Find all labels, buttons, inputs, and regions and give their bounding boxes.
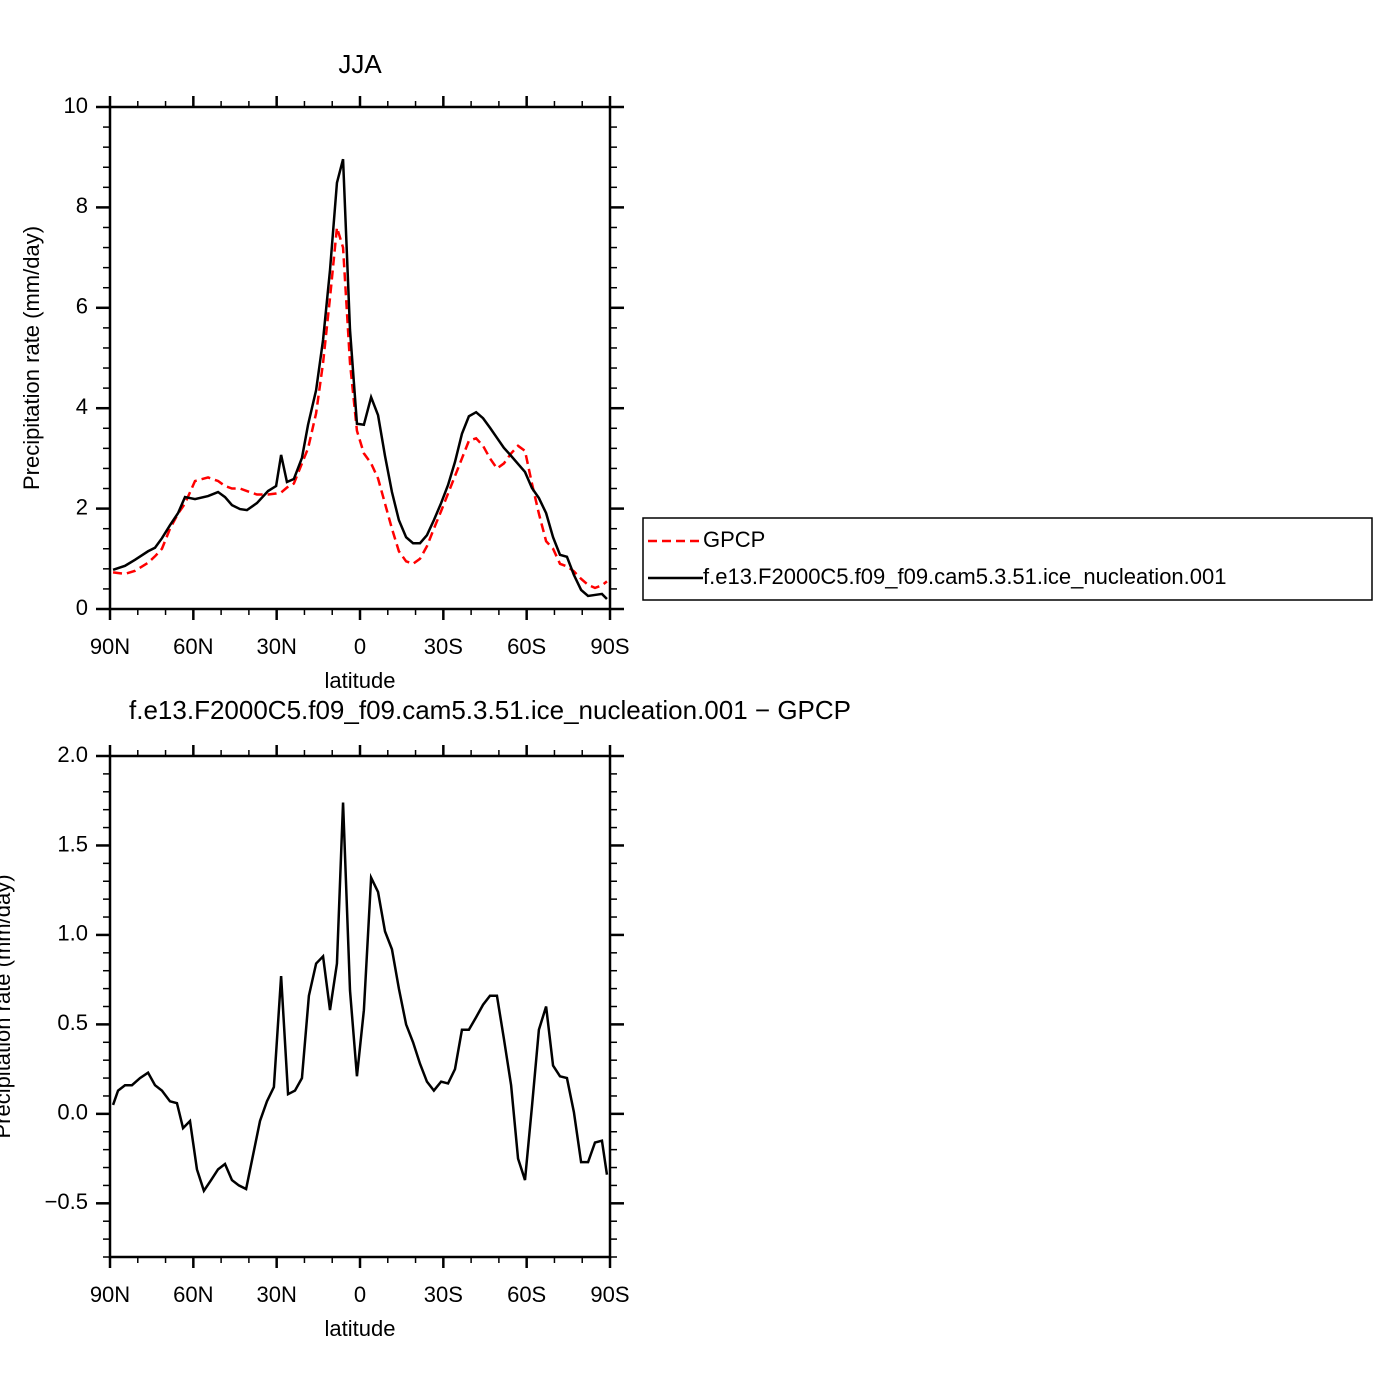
y-tick-label: 2.0	[57, 742, 88, 767]
legend-label: GPCP	[703, 527, 765, 552]
data-line	[112, 227, 608, 590]
x-tick-label: 60S	[507, 1282, 546, 1307]
y-tick-label: 1.5	[57, 831, 88, 856]
y-tick-label: 0	[76, 595, 88, 620]
x-tick-label: 90N	[90, 634, 130, 659]
chart-title: f.e13.F2000C5.f09_f09.cam5.3.51.ice_nucl…	[129, 695, 851, 725]
data-line	[112, 158, 608, 600]
plot-frame	[108, 754, 612, 1259]
x-tick-label: 90N	[90, 1282, 130, 1307]
x-tick-label: 60N	[173, 1282, 213, 1307]
y-tick-label: 6	[76, 294, 88, 319]
data-line	[111, 802, 609, 1194]
x-tick-label: 30S	[424, 634, 463, 659]
y-axis-label: Precipitation rate (mm/day)	[0, 874, 15, 1138]
y-tick-label: 1.0	[57, 921, 88, 946]
y-tick-label: 2	[76, 494, 88, 519]
x-tick-label: 30N	[256, 634, 296, 659]
x-tick-label: 60S	[507, 634, 546, 659]
x-tick-label: 30N	[256, 1282, 296, 1307]
y-axis-label: Precipitation rate (mm/day)	[19, 226, 44, 490]
plot-frame	[108, 105, 612, 611]
x-tick-label: 60N	[173, 634, 213, 659]
legend-label: f.e13.F2000C5.f09_f09.cam5.3.51.ice_nucl…	[703, 564, 1227, 589]
x-axis-label: latitude	[325, 668, 396, 693]
x-tick-label: 90S	[590, 1282, 629, 1307]
y-tick-label: −0.5	[45, 1189, 88, 1214]
x-tick-label: 0	[354, 634, 366, 659]
x-tick-label: 30S	[424, 1282, 463, 1307]
chart-title: JJA	[338, 49, 382, 79]
legend-frame	[642, 517, 1373, 601]
y-tick-label: 0.5	[57, 1010, 88, 1035]
x-tick-label: 0	[354, 1282, 366, 1307]
y-tick-label: 4	[76, 394, 88, 419]
y-tick-label: 0.0	[57, 1100, 88, 1125]
y-tick-label: 10	[64, 93, 88, 118]
x-tick-label: 90S	[590, 634, 629, 659]
x-axis-label: latitude	[325, 1316, 396, 1341]
y-tick-label: 8	[76, 193, 88, 218]
